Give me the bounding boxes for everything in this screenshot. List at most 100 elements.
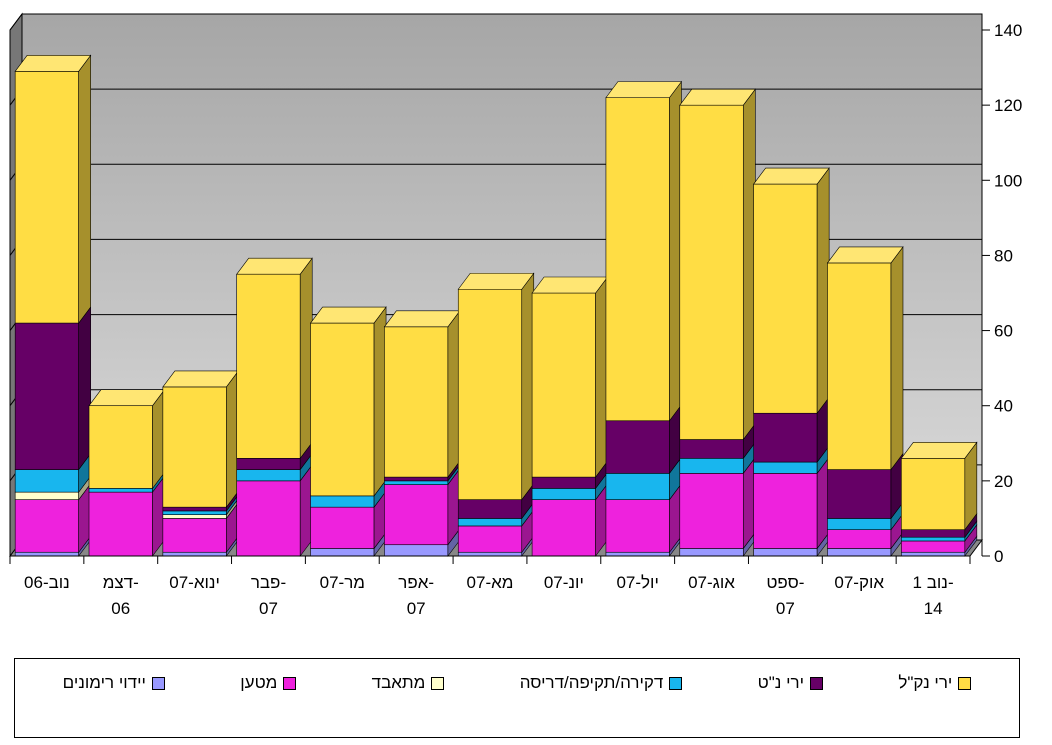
x-tick-label: אפר-07: [398, 573, 434, 618]
bar-segment: [605, 499, 670, 553]
legend-item: מטען: [240, 673, 297, 693]
legend-item: יידוי רימונים: [63, 673, 165, 693]
stacked-bar-chart: 0 20 40 60 80 100 120 140 נוב-06 דצמ-06 ינוא-07 פב…: [9, 12, 1022, 618]
bar-top: [900, 442, 978, 459]
bar-top: [826, 246, 904, 264]
bar-segment: [14, 322, 79, 470]
y-tick-label: 40: [994, 397, 1013, 416]
bar-segment: [827, 518, 892, 531]
legend-label: דקירה/תקיפה/דריסה: [519, 673, 664, 692]
bar-segment: [14, 491, 79, 500]
bar-top: [457, 272, 535, 290]
bar-segment: [679, 439, 744, 459]
bar-stack: [900, 441, 978, 557]
bar-segment: [753, 412, 818, 463]
x-tick-label: פבר-07: [251, 573, 286, 618]
bar-segment: [901, 529, 966, 538]
legend-label: ירי נק"ל: [898, 673, 953, 692]
x-tick-label: יונ-07: [544, 573, 584, 592]
bar-segment: [679, 458, 744, 474]
bar-segment: [162, 506, 227, 512]
bar-segment-side: [78, 54, 91, 324]
bar-stack: [679, 88, 756, 557]
bar-segment: [753, 183, 818, 414]
legend-swatch: [151, 676, 165, 690]
bar-segment: [827, 548, 892, 557]
bar-segment: [605, 551, 670, 557]
bar-segment: [753, 548, 818, 557]
bar-segment: [384, 476, 449, 482]
x-tick-label: ינוא-07: [169, 573, 220, 592]
legend-label: מתאבד: [371, 673, 426, 692]
legend-swatch: [958, 676, 972, 690]
bar-segment: [162, 386, 227, 508]
bar-top: [383, 310, 461, 328]
bar-segment: [310, 506, 375, 549]
bar-top: [236, 257, 313, 275]
bar-segment: [310, 548, 375, 557]
x-tick-label: אוג-07: [688, 573, 735, 592]
bar-segment: [14, 469, 79, 493]
legend-item: ירי נק"ל: [898, 673, 972, 693]
bar-segment: [901, 540, 966, 553]
bar-top: [14, 55, 92, 72]
bar-stack: [605, 80, 683, 557]
bar-stack: [383, 309, 461, 557]
legend-label: יידוי רימונים: [62, 673, 146, 692]
bar-stack: [14, 54, 92, 557]
bar-segment: [162, 510, 227, 515]
bar-segment: [236, 469, 301, 482]
x-tick-label: מר-07: [320, 573, 365, 592]
bar-segment: [827, 529, 892, 549]
bar-segment: [605, 473, 670, 500]
bar-segment: [310, 322, 375, 497]
bar-segment: [162, 514, 227, 519]
x-tick-label: דצמ-06: [103, 573, 139, 618]
bar-segment: [531, 476, 596, 489]
bar-segment: [384, 544, 449, 557]
bar-segment: [236, 458, 301, 470]
legend: יידוי רימונים מטען מתאבד דקירה/תקיפה/דריסה י…: [14, 658, 1020, 738]
bar-stack: [162, 370, 239, 557]
bar-segment: [753, 473, 818, 549]
bar-segment-side: [890, 246, 904, 471]
legend-label: ירי נ"ט: [757, 673, 805, 692]
x-tick-label: נוב-06: [24, 573, 70, 592]
bar-stack: [309, 306, 387, 557]
x-axis: נוב-06 דצמ-06 ינוא-07 פבר-07 מר-07 אפר-07 מא-0…: [9, 555, 971, 618]
x-tick-label: נוב 1-14: [913, 573, 954, 618]
bar-segment: [827, 469, 892, 519]
bar-segment: [901, 551, 966, 557]
bar-segment: [531, 292, 596, 478]
y-tick-label: 140: [994, 21, 1022, 40]
y-tick-label: 60: [994, 322, 1013, 341]
bar-segment: [679, 548, 744, 557]
bar-segment: [901, 458, 966, 531]
legend-swatch: [810, 676, 824, 690]
x-tick-label: ספט-07: [766, 573, 804, 618]
bar-segment: [457, 525, 523, 553]
bar-top: [679, 88, 756, 106]
bar-top: [753, 167, 830, 185]
bar-segment: [236, 273, 301, 459]
bar-stack: [88, 388, 166, 557]
y-tick-label: 20: [994, 472, 1013, 491]
bar-segment: [14, 71, 79, 324]
bar-segment: [384, 484, 449, 546]
bar-segment: [457, 499, 523, 519]
bar-segment: [531, 499, 596, 557]
bar-segment: [605, 420, 670, 474]
legend-item: דקירה/תקיפה/דריסה: [520, 673, 683, 693]
bar-segment: [605, 97, 670, 422]
bar-top: [605, 81, 683, 98]
bar-segment: [162, 518, 227, 553]
bar-stack: [753, 167, 830, 557]
legend-item: מתאבד: [372, 673, 445, 693]
bar-segment: [236, 480, 301, 557]
bar-segment: [384, 480, 449, 485]
bar-stack: [826, 246, 904, 557]
bar-segment: [457, 518, 523, 527]
x-tick-label: יול-07: [616, 573, 658, 592]
gridline-side: [9, 13, 23, 31]
bar-segment: [753, 461, 818, 474]
